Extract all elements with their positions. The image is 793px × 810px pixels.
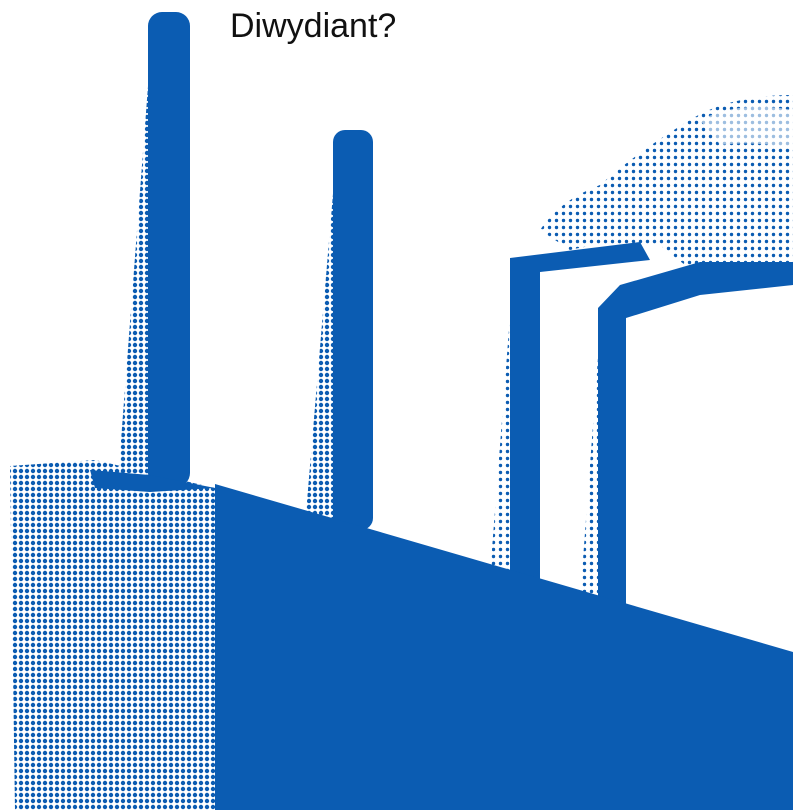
illustration: Diwydiant?: [0, 0, 793, 810]
frame: [598, 262, 793, 605]
building-side: [10, 460, 215, 810]
frame-shadow: [490, 290, 512, 575]
chimney-shadow: [118, 60, 150, 480]
chimney: [148, 12, 190, 487]
page: {"title": "Diwydiant?"} Diwydiant? (() =…: [0, 0, 793, 810]
title: Diwydiant?: [230, 7, 396, 45]
chimney: [333, 130, 373, 530]
frame-shadow: [580, 330, 600, 600]
chimney-shadow: [305, 170, 335, 525]
